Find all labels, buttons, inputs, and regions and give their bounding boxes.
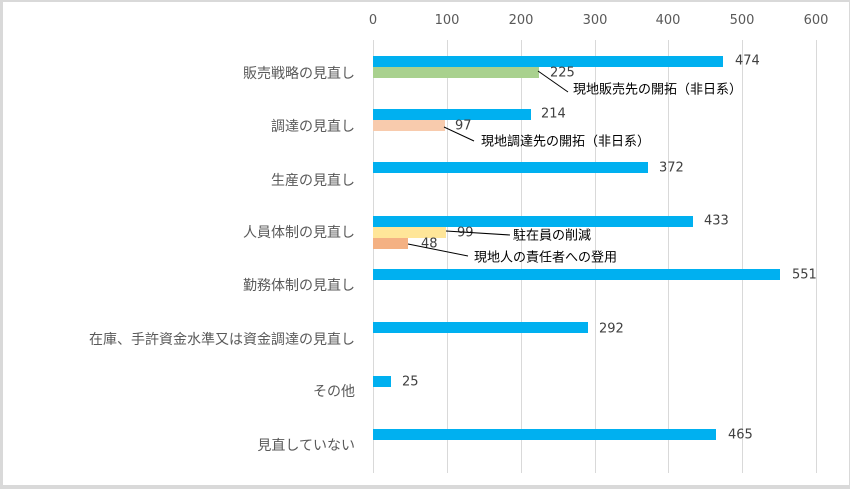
- category-label: 見直していない: [257, 438, 355, 454]
- bar-not-reviewed: [373, 429, 716, 440]
- gridline: [373, 40, 374, 473]
- callout-reduce-expats: 駐在員の削減: [513, 228, 592, 244]
- value-label: 292: [599, 321, 624, 337]
- callout-new-sales-channels: 現地販売先の開拓（非日系）: [573, 82, 743, 98]
- bar-procurement: [373, 109, 531, 120]
- value-label: 97: [455, 118, 472, 134]
- bar-other: [373, 376, 391, 387]
- bar-production: [373, 162, 648, 173]
- callout-local-managers: 現地人の責任者への登用: [474, 250, 618, 266]
- category-label: その他: [313, 384, 355, 400]
- value-label: 214: [541, 106, 566, 122]
- category-label: 調達の見直し: [271, 119, 355, 135]
- bar-staffing: [373, 216, 693, 227]
- value-label: 474: [735, 53, 760, 69]
- bar-work-system: [373, 269, 780, 280]
- category-label: 在庫、手許資金水準又は資金調達の見直し: [89, 332, 355, 348]
- x-tick-500: 500: [729, 13, 755, 28]
- category-label: 販売戦略の見直し: [243, 66, 355, 82]
- value-label: 433: [704, 213, 729, 229]
- x-tick-200: 200: [508, 13, 534, 28]
- value-label: 465: [728, 427, 753, 443]
- x-tick-600: 600: [803, 13, 829, 28]
- category-label: 人員体制の見直し: [243, 225, 355, 241]
- bar-inventory-funds: [373, 322, 588, 333]
- category-label: 生産の見直し: [271, 173, 355, 189]
- bar-new-suppliers: [373, 120, 445, 131]
- value-label: 372: [659, 160, 684, 176]
- bar-new-sales-channels: [373, 67, 539, 78]
- bar-local-managers: [373, 238, 408, 249]
- gridline: [668, 40, 669, 473]
- x-tick-300: 300: [582, 13, 608, 28]
- bar-sales-strategy: [373, 56, 723, 67]
- bar-reduce-expats: [373, 227, 446, 238]
- x-tick-400: 400: [655, 13, 681, 28]
- x-tick-100: 100: [434, 13, 460, 28]
- value-label: 551: [792, 267, 817, 283]
- gridline: [521, 40, 522, 473]
- value-label: 225: [550, 65, 575, 81]
- gridline: [447, 40, 448, 473]
- gridline: [816, 40, 817, 473]
- gridline: [595, 40, 596, 473]
- category-label: 勤務体制の見直し: [243, 278, 355, 294]
- value-label: 99: [457, 225, 474, 241]
- value-label: 25: [402, 374, 419, 390]
- x-tick-0: 0: [368, 13, 378, 28]
- callout-new-suppliers: 現地調達先の開拓（非日系）: [481, 134, 651, 150]
- gridline: [742, 40, 743, 473]
